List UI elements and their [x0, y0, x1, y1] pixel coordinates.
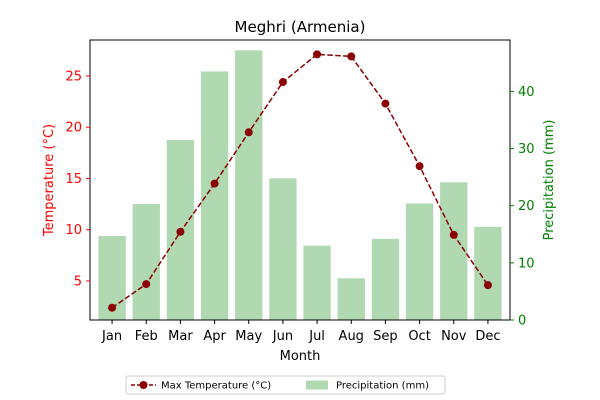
y-axis-left: 5 10 15 20 25: [65, 69, 90, 290]
bar-sep: [371, 238, 400, 320]
temperature-point-jul: [313, 50, 322, 59]
y-right-tick-label: 0: [518, 314, 526, 329]
chart-title: Meghri (Armenia): [235, 18, 366, 36]
temperature-point-aug: [347, 52, 356, 61]
x-tick-label: Mar: [168, 329, 193, 344]
temperature-point-jan: [108, 303, 117, 312]
x-tick-label: Aug: [339, 329, 364, 344]
temperature-line: [108, 50, 492, 312]
temperature-point-feb: [142, 280, 151, 289]
y-right-tick-label: 10: [518, 256, 535, 271]
temperature-point-apr: [210, 179, 219, 188]
bar-feb: [132, 204, 160, 320]
plot-frame: [89, 39, 511, 321]
y-right-tick-label: 40: [518, 85, 535, 100]
y-axis-right: 0 10 20 30 40: [510, 85, 535, 329]
temperature-point-mar: [176, 227, 185, 236]
precipitation-bars: [98, 50, 502, 321]
bar-oct: [405, 203, 434, 320]
bar-jun: [269, 178, 297, 320]
temperature-point-dec: [483, 281, 492, 290]
x-axis-title: Month: [280, 349, 321, 364]
legend: Max Temperature (°C) Precipitation (mm): [125, 375, 446, 395]
legend-bar-swatch: [306, 380, 328, 390]
y-axis-left-title: Temperature (°C): [42, 124, 57, 237]
y-left-tick-label: 15: [65, 172, 82, 187]
y-left-tick-label: 10: [65, 223, 82, 238]
x-tick-label: Jun: [272, 329, 293, 344]
bar-apr: [200, 71, 229, 320]
x-tick-label: Sep: [373, 329, 398, 344]
x-tick-label: Apr: [203, 329, 226, 344]
legend-line-marker: [139, 381, 148, 389]
x-tick-label: Feb: [135, 329, 158, 344]
bar-dec: [474, 226, 502, 320]
x-tick-label: Oct: [408, 329, 430, 344]
temperature-point-oct: [415, 162, 424, 171]
x-tick-label: Jan: [101, 329, 122, 344]
x-tick-label: Jul: [308, 329, 325, 344]
temperature-point-may: [244, 128, 253, 137]
temperature-point-jun: [278, 78, 287, 87]
y-left-tick-label: 20: [65, 121, 82, 136]
bar-aug: [337, 278, 365, 320]
x-axis: Jan Feb Mar Apr May Jun Jul Aug Sep Oct Nov Dec: [101, 320, 500, 344]
bar-jul: [303, 245, 331, 320]
y-right-tick-label: 20: [518, 199, 535, 214]
bar-may: [235, 50, 263, 321]
y-left-tick-label: 25: [65, 69, 82, 84]
y-right-tick-label: 30: [518, 142, 535, 157]
x-tick-label: Nov: [441, 329, 467, 344]
temperature-polyline: [111, 53, 489, 309]
y-axis-right-title: Precipitation (mm): [542, 120, 557, 241]
legend-frame: [125, 375, 446, 395]
temperature-point-sep: [381, 99, 390, 108]
x-tick-label: May: [235, 329, 262, 344]
x-tick-label: Dec: [475, 329, 500, 344]
legend-label-precipitation: Precipitation (mm): [336, 381, 429, 392]
legend-label-temperature: Max Temperature (°C): [161, 381, 271, 392]
y-left-tick-label: 5: [74, 275, 82, 290]
bar-nov: [440, 182, 468, 320]
temperature-point-nov: [449, 230, 458, 239]
